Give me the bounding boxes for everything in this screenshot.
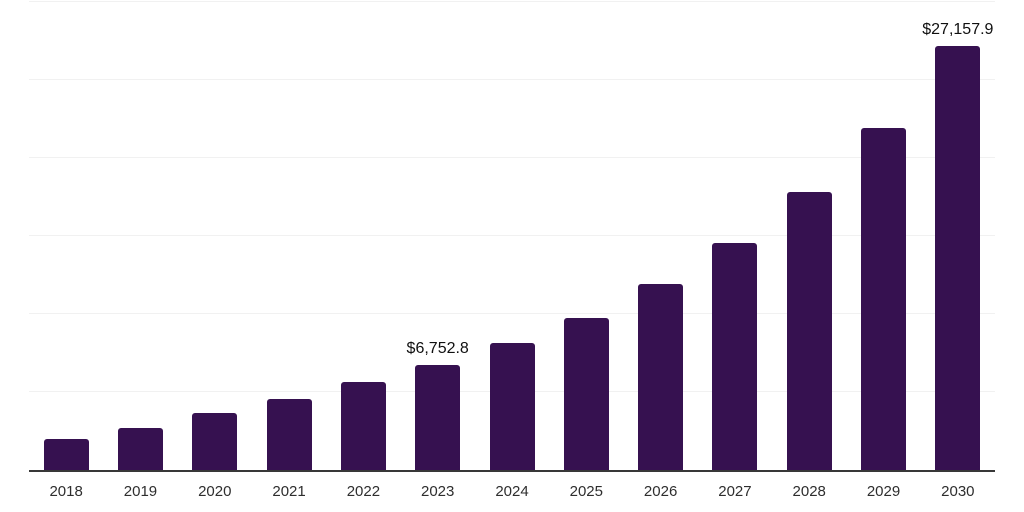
bar-2027 [712, 243, 758, 470]
gridline [29, 235, 995, 236]
x-axis-label-2029: 2029 [866, 483, 901, 500]
x-axis-label-2020: 2020 [198, 483, 232, 500]
gridline [29, 313, 995, 314]
x-axis-label-2023: 2023 [421, 483, 455, 500]
bar-2021 [266, 399, 312, 470]
value-label-2023: $6,752.8 [406, 339, 469, 357]
bar-2030 [935, 46, 981, 470]
bar-2023 [415, 364, 461, 470]
gridline [29, 1, 995, 2]
bar-2029 [861, 127, 907, 470]
value-label-2030: $27,157.9 [922, 21, 994, 39]
x-axis-label-2024: 2024 [495, 483, 529, 500]
bar-2026 [638, 284, 684, 470]
gridline [29, 79, 995, 80]
x-axis-label-2025: 2025 [569, 483, 603, 500]
bar-2025 [563, 318, 609, 470]
bar-2022 [340, 382, 386, 470]
bar-2019 [117, 428, 163, 470]
x-axis-label-2018: 2018 [49, 483, 83, 500]
x-axis-label-2021: 2021 [272, 483, 306, 500]
x-axis-labels: 2018 2019 2020 2021 2022 2023 2024 2025 2026 2027… [29, 480, 995, 504]
x-axis-label-2026: 2026 [643, 483, 678, 500]
bar-2024 [489, 343, 535, 470]
bar-2020 [192, 413, 238, 470]
x-axis-label-2019: 2019 [123, 483, 158, 500]
bar-2018 [43, 439, 89, 470]
x-axis-label-2022: 2022 [346, 483, 381, 500]
gridline [29, 157, 995, 158]
x-axis-label-2028: 2028 [792, 483, 826, 500]
plot-area: $6,752.8 $27,157.9 [29, 1, 995, 472]
bar-2028 [786, 191, 832, 470]
x-axis-label-2027: 2027 [718, 483, 752, 500]
x-axis-label-2030: 2030 [941, 483, 975, 500]
